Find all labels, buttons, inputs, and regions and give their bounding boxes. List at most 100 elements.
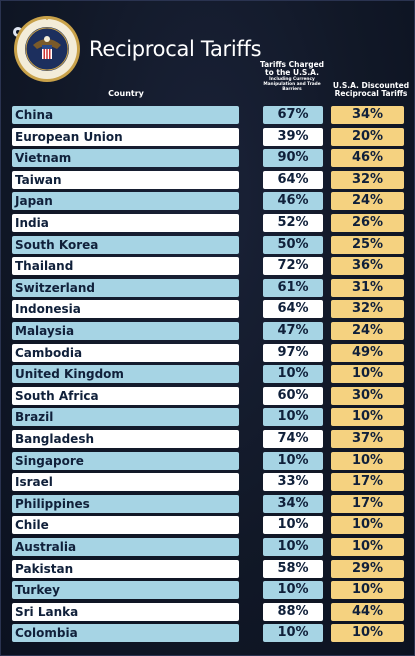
table-row: Bangladesh 74% 37% <box>1 429 415 451</box>
country-name: Thailand <box>12 257 239 276</box>
table-row: India 52% 26% <box>1 213 415 235</box>
column-header-country: Country <box>108 89 144 98</box>
tariff-charged: 90% <box>263 149 323 168</box>
tariff-discounted: 34% <box>331 106 404 124</box>
tariff-charged: 52% <box>263 214 323 232</box>
table-row: Brazil 10% 10% <box>1 407 415 429</box>
tariff-discounted: 10% <box>331 408 404 427</box>
tariff-discounted: 17% <box>331 494 404 513</box>
tariff-charged: 10% <box>263 538 323 556</box>
tariff-charged: 97% <box>263 343 323 362</box>
country-name: Pakistan <box>12 559 239 578</box>
tariff-discounted: 10% <box>331 365 404 384</box>
table-row: Sri Lanka 88% 44% <box>1 602 415 624</box>
tariff-discounted: 32% <box>331 300 404 319</box>
country-name: Philippines <box>12 494 239 513</box>
table-row: Pakistan 58% 29% <box>1 559 415 581</box>
country-name: Switzerland <box>12 278 239 297</box>
country-name: European Union <box>12 127 239 146</box>
country-name: Israel <box>12 473 239 492</box>
tariff-discounted: 20% <box>331 127 404 146</box>
country-name: South Korea <box>12 235 239 254</box>
table-row: Cambodia 97% 49% <box>1 343 415 365</box>
table-row: Turkey 10% 10% <box>1 580 415 602</box>
tariff-charged: 60% <box>263 386 323 405</box>
country-name: Cambodia <box>12 343 239 362</box>
tariff-charged: 34% <box>263 494 323 513</box>
table-row: Indonesia 64% 32% <box>1 299 415 321</box>
tariff-discounted: 29% <box>331 559 404 578</box>
tariff-charged: 10% <box>263 408 323 427</box>
tariff-charged: 46% <box>263 192 323 211</box>
tariff-charged: 10% <box>263 365 323 384</box>
tariff-charged: 47% <box>263 322 323 340</box>
tariff-discounted: 10% <box>331 581 404 600</box>
tariff-discounted: 31% <box>331 278 404 297</box>
tariff-discounted: 46% <box>331 149 404 168</box>
presidential-seal-icon <box>14 16 80 82</box>
table-row: Chile 10% 10% <box>1 515 415 537</box>
tariff-discounted: 49% <box>331 343 404 362</box>
country-name: Singapore <box>12 451 239 470</box>
tariff-discounted: 44% <box>331 602 404 621</box>
tariff-discounted: 10% <box>331 538 404 556</box>
table-row: Japan 46% 24% <box>1 191 415 213</box>
table-row: Australia 10% 10% <box>1 537 415 559</box>
tariff-charged: 61% <box>263 278 323 297</box>
table-row: Singapore 10% 10% <box>1 451 415 473</box>
tariff-discounted: 17% <box>331 473 404 492</box>
page-title: Reciprocal Tariffs <box>89 37 262 61</box>
tariff-discounted: 24% <box>331 192 404 211</box>
tariff-charged: 58% <box>263 559 323 578</box>
tariff-charged: 10% <box>263 451 323 470</box>
table-row: South Africa 60% 30% <box>1 386 415 408</box>
tariff-charged: 64% <box>263 170 323 189</box>
country-name: Malaysia <box>12 322 239 340</box>
table-row: Malaysia 47% 24% <box>1 321 415 343</box>
table-row: Thailand 72% 36% <box>1 256 415 278</box>
country-name: Brazil <box>12 408 239 427</box>
country-name: Taiwan <box>12 170 239 189</box>
tariff-charged: 88% <box>263 602 323 621</box>
tariff-discounted: 30% <box>331 386 404 405</box>
tariff-discounted: 25% <box>331 235 404 254</box>
country-name: Indonesia <box>12 300 239 319</box>
country-name: Bangladesh <box>12 430 239 448</box>
tariff-charged: 50% <box>263 235 323 254</box>
tariff-discounted: 10% <box>331 451 404 470</box>
tariff-charged: 72% <box>263 257 323 276</box>
table-row: China 67% 34% <box>1 105 415 127</box>
column-header-charged-sub: Including Currency Manipulation and Trad… <box>263 76 321 92</box>
tariff-charged: 64% <box>263 300 323 319</box>
column-header-charged: Tariffs Charged to the U.S.A. Including … <box>259 61 325 93</box>
column-header-charged-label: Tariffs Charged to the U.S.A. <box>259 60 325 77</box>
table-row: South Korea 50% 25% <box>1 235 415 257</box>
tariff-discounted: 10% <box>331 516 404 535</box>
country-name: India <box>12 214 239 232</box>
table-row: Switzerland 61% 31% <box>1 278 415 300</box>
tariff-charged: 10% <box>263 581 323 600</box>
tariff-charged: 67% <box>263 106 323 124</box>
table-row: Taiwan 64% 32% <box>1 170 415 192</box>
table-row: Vietnam 90% 46% <box>1 148 415 170</box>
column-header-discounted: U.S.A. Discounted Reciprocal Tariffs <box>332 81 410 98</box>
table-row: Colombia 10% 10% <box>1 623 415 645</box>
country-name: Australia <box>12 538 239 556</box>
tariff-charged: 10% <box>263 624 323 643</box>
tariff-discounted: 36% <box>331 257 404 276</box>
table-row: Israel 33% 17% <box>1 472 415 494</box>
tariff-discounted: 32% <box>331 170 404 189</box>
country-name: Turkey <box>12 581 239 600</box>
tariff-discounted: 37% <box>331 430 404 448</box>
country-name: United Kingdom <box>12 365 239 384</box>
table-row: Philippines 34% 17% <box>1 494 415 516</box>
country-name: South Africa <box>12 386 239 405</box>
country-name: Vietnam <box>12 149 239 168</box>
tariff-charged: 74% <box>263 430 323 448</box>
tariff-discounted: 26% <box>331 214 404 232</box>
tariff-charged: 10% <box>263 516 323 535</box>
country-name: Japan <box>12 192 239 211</box>
tariff-discounted: 24% <box>331 322 404 340</box>
country-name: Chile <box>12 516 239 535</box>
